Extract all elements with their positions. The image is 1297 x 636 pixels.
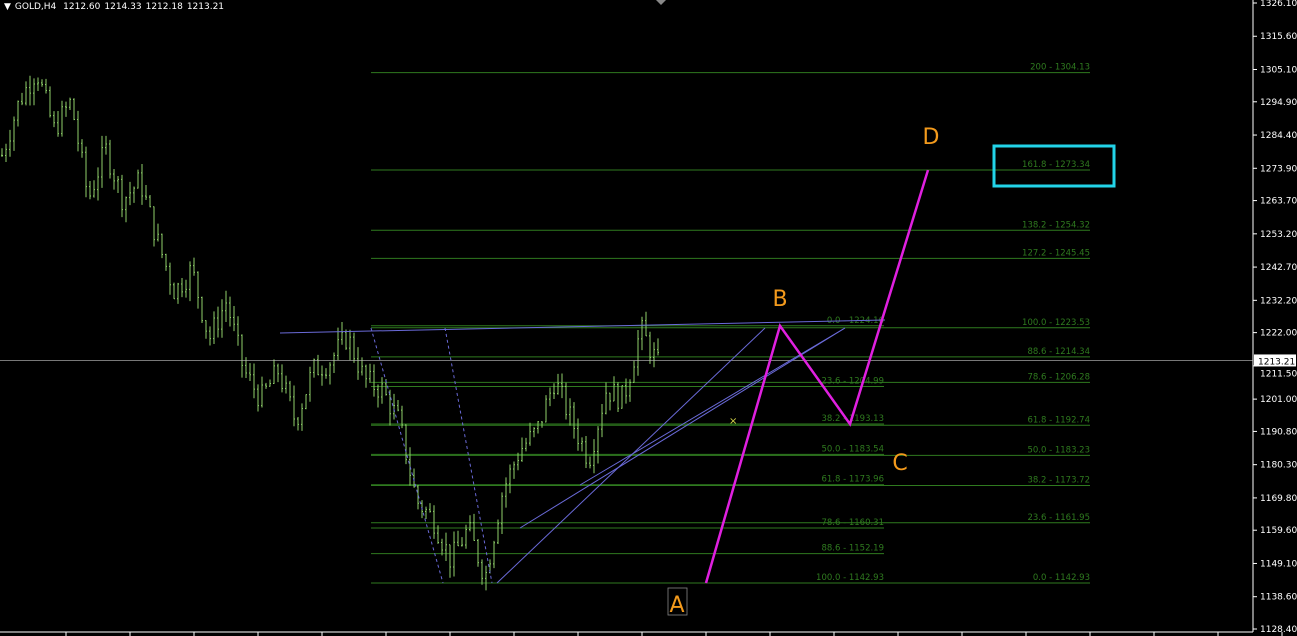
fib-extension-label: 88.6 - 1214.34: [1027, 347, 1090, 357]
fib-extension-label: 78.6 - 1206.28: [1027, 372, 1090, 382]
price-tick-label: 1211.50: [1260, 369, 1297, 379]
price-tick-label: 1169.80: [1260, 494, 1297, 504]
shift-marker-icon: [656, 0, 666, 5]
price-tick-label: 1138.60: [1260, 593, 1297, 603]
fib-retracement-label: 100.0 - 1142.93: [816, 573, 884, 583]
abcd-label-c: C: [892, 451, 907, 476]
price-tick-label: 1159.60: [1260, 526, 1297, 536]
cross-marker-icon: ×: [729, 416, 737, 427]
high-price: 1214.33: [104, 2, 142, 12]
dashed-trendline: [444, 327, 493, 584]
abcd-label-b: B: [772, 287, 787, 312]
current-price-box: [1254, 354, 1296, 367]
price-tick-label: 1263.70: [1260, 197, 1297, 207]
chart-header: ▼ GOLD,H4 1212.60 1214.33 1212.18 1213.21: [4, 2, 228, 12]
fib-retracement-label: 88.6 - 1152.19: [821, 544, 884, 554]
low-price: 1212.18: [145, 2, 183, 12]
fib-extension-label: 61.8 - 1192.74: [1027, 415, 1090, 425]
close-price: 1213.21: [186, 2, 225, 12]
price-tick-label: 1222.00: [1260, 329, 1297, 339]
fib-extension-label: 0.0 - 1142.93: [1033, 573, 1090, 583]
price-tick-label: 1273.90: [1260, 164, 1297, 174]
price-tick-label: 1232.20: [1260, 296, 1297, 306]
trendline: [579, 327, 846, 486]
trendline: [496, 327, 766, 584]
price-tick-label: 1315.60: [1260, 32, 1297, 42]
current-price-label: 1213.21: [1258, 357, 1295, 367]
fib-extension-label: 200 - 1304.13: [1030, 63, 1090, 73]
fib-extension-label: 38.2 - 1173.72: [1027, 475, 1090, 485]
collapse-triangle-icon[interactable]: ▼: [4, 2, 11, 12]
price-tick-label: 1190.80: [1260, 427, 1297, 437]
trendline: [279, 319, 886, 334]
trendline: [519, 327, 846, 529]
dashed-trendline: [370, 327, 444, 584]
price-tick-label: 1294.90: [1260, 98, 1297, 108]
symbol-timeframe: GOLD,H4: [14, 2, 57, 12]
price-tick-label: 1128.40: [1260, 625, 1297, 635]
label-a-selection: [667, 587, 688, 616]
abcd-label-a: A: [669, 593, 684, 618]
fib-extension-label: 100.0 - 1223.53: [1022, 318, 1090, 328]
price-tick-label: 1305.10: [1260, 65, 1297, 75]
abcd-pattern-line: [704, 169, 930, 584]
price-tick-label: 1242.70: [1260, 263, 1297, 273]
target-highlight-box: [992, 144, 1116, 188]
fib-extension-label: 50.0 - 1183.23: [1027, 445, 1090, 455]
fib-retracement-label: 50.0 - 1183.54: [821, 444, 884, 454]
open-price: 1212.60: [63, 2, 101, 12]
price-tick-label: 1180.30: [1260, 461, 1297, 471]
fib-extension-label: 138.2 - 1254.32: [1022, 220, 1090, 230]
fib-extension-label: 161.8 - 1273.34: [1022, 160, 1090, 170]
fib-extension-label: 23.6 - 1161.95: [1027, 513, 1090, 523]
fib-retracement-label: 61.8 - 1173.96: [821, 475, 884, 485]
fib-extension-label: 127.2 - 1245.45: [1022, 248, 1090, 258]
price-tick-label: 1284.40: [1260, 131, 1297, 141]
price-tick-label: 1326.10: [1260, 0, 1297, 9]
fib-retracement-label: 23.6 - 1204.99: [821, 376, 884, 386]
price-tick-label: 1201.00: [1260, 395, 1297, 405]
price-tick-label: 1253.20: [1260, 230, 1297, 240]
price-tick-label: 1149.10: [1260, 559, 1297, 569]
abcd-label-d: D: [923, 125, 940, 150]
